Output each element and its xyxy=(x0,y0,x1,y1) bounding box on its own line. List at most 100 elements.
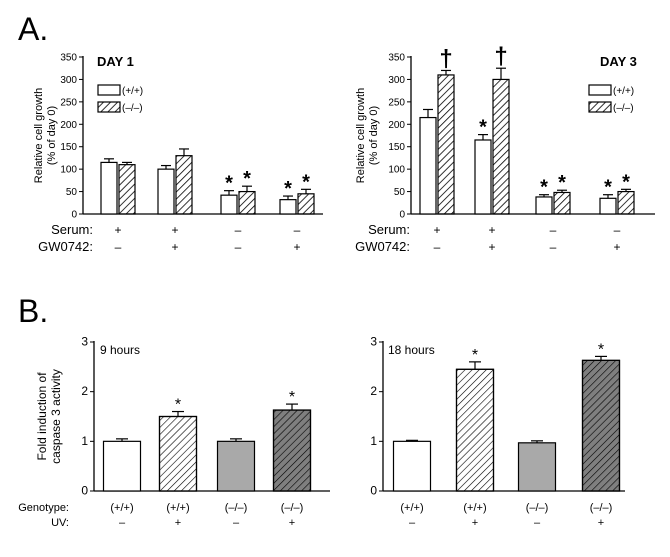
panel-label-b: B. xyxy=(18,293,48,329)
legend-label: (–/–) xyxy=(122,103,143,114)
bar-ko xyxy=(492,78,510,215)
y-tick-label: 150 xyxy=(388,142,405,153)
condition-value: + xyxy=(171,223,178,237)
chart-18h: 0 1 2 3 18 hours * * (+/+) (+/+) (–/–) (–/–) – + – + xyxy=(370,335,625,529)
bar-wt xyxy=(535,196,553,215)
condition-value: – xyxy=(409,517,416,529)
significance-star: * xyxy=(225,173,233,195)
bar-wt xyxy=(220,194,238,215)
condition-value: – xyxy=(119,517,126,529)
condition-value: – xyxy=(235,240,242,254)
significance-star: * xyxy=(622,171,630,193)
y-tick-label: 300 xyxy=(388,75,405,86)
bar-hatch xyxy=(272,409,312,492)
condition-value: – xyxy=(235,223,242,237)
condition-label: Genotype: xyxy=(18,502,69,514)
chart-day1: 0 50 100 150 200 250 300 350 Relative cell growt… xyxy=(33,53,323,254)
chart-day3: 0 50 100 150 200 250 300 350 Relative cell growt… xyxy=(355,43,655,254)
y-tick-label: 200 xyxy=(60,120,77,131)
y-tick-label: 3 xyxy=(370,335,377,349)
significance-star: * xyxy=(558,172,566,194)
y-tick-label: 250 xyxy=(60,97,77,108)
y-tick-label: 3 xyxy=(81,335,88,349)
condition-value: – xyxy=(233,517,240,529)
bar-hatch xyxy=(581,359,621,492)
bar-wt xyxy=(599,197,617,215)
legend-swatch xyxy=(588,84,612,96)
y-tick-label: 1 xyxy=(370,434,377,448)
significance-star: * xyxy=(302,171,310,193)
bar-hatch xyxy=(158,415,198,492)
significance-star: * xyxy=(472,347,478,364)
y-tick-label: 2 xyxy=(370,384,377,398)
significance-dagger: † xyxy=(439,45,452,72)
legend-label: (–/–) xyxy=(613,103,634,114)
condition-value: + xyxy=(293,240,300,254)
condition-label: Serum: xyxy=(51,222,93,237)
legend-swatch xyxy=(97,84,121,96)
condition-value: + xyxy=(171,240,178,254)
y-tick-label: 350 xyxy=(388,53,405,64)
y-tick-label: 100 xyxy=(60,165,77,176)
y-tick-label: 350 xyxy=(60,53,77,64)
y-tick-label: 0 xyxy=(71,210,77,221)
bar-wt xyxy=(474,139,492,215)
significance-star: * xyxy=(175,397,181,414)
significance-star: * xyxy=(289,389,295,406)
legend-swatch xyxy=(588,101,612,113)
condition-label: GW0742: xyxy=(38,239,93,254)
y-tick-label: 50 xyxy=(66,187,78,198)
condition-label: Serum: xyxy=(368,222,410,237)
condition-value: + xyxy=(613,240,620,254)
chart-title: DAY 3 xyxy=(600,54,637,69)
significance-star: * xyxy=(598,341,604,358)
bar-ko xyxy=(175,155,193,215)
condition-label: GW0742: xyxy=(355,239,410,254)
chart-9h: 0 1 2 3 Fold induction ofcaspase 3 activity 9… xyxy=(18,335,330,529)
y-tick-label: 150 xyxy=(60,142,77,153)
condition-value: (–/–) xyxy=(590,502,613,514)
bar xyxy=(517,442,557,492)
bar-wt xyxy=(157,168,175,215)
bar xyxy=(102,440,142,492)
condition-value: + xyxy=(488,223,495,237)
significance-dagger: † xyxy=(494,43,507,70)
significance-star: * xyxy=(540,177,548,199)
condition-value: (+/+) xyxy=(463,502,486,514)
bar-ko xyxy=(238,190,256,215)
chart-title: DAY 1 xyxy=(97,54,134,69)
y-axis-label: Relative cell growth(% of day 0) xyxy=(355,88,380,183)
legend-swatch xyxy=(97,101,121,113)
y-axis-label: Relative cell growth(% of day 0) xyxy=(33,88,58,183)
condition-value: + xyxy=(433,223,440,237)
condition-value: + xyxy=(472,517,478,529)
y-tick-label: 0 xyxy=(81,484,88,498)
y-tick-label: 250 xyxy=(388,97,405,108)
bar-wt xyxy=(419,116,437,215)
condition-value: + xyxy=(488,240,495,254)
y-tick-label: 100 xyxy=(388,165,405,176)
bar-ko xyxy=(617,190,635,215)
condition-value: (–/–) xyxy=(225,502,248,514)
condition-value: + xyxy=(598,517,604,529)
condition-value: + xyxy=(175,517,181,529)
condition-value: (–/–) xyxy=(526,502,549,514)
bar-ko xyxy=(553,191,571,215)
condition-value: (+/+) xyxy=(110,502,133,514)
bar-ko xyxy=(297,193,315,215)
condition-value: (+/+) xyxy=(400,502,423,514)
condition-value: (+/+) xyxy=(166,502,189,514)
condition-value: – xyxy=(534,517,541,529)
bar-wt xyxy=(279,199,297,215)
significance-star: * xyxy=(604,177,612,199)
y-tick-label: 200 xyxy=(388,120,405,131)
legend-label: (+/+) xyxy=(122,86,143,97)
condition-value: – xyxy=(294,223,301,237)
bar xyxy=(392,440,432,492)
y-tick-label: 50 xyxy=(394,187,406,198)
bar-ko xyxy=(118,164,136,215)
significance-star: * xyxy=(284,178,292,200)
panel-label-a: A. xyxy=(18,11,48,47)
